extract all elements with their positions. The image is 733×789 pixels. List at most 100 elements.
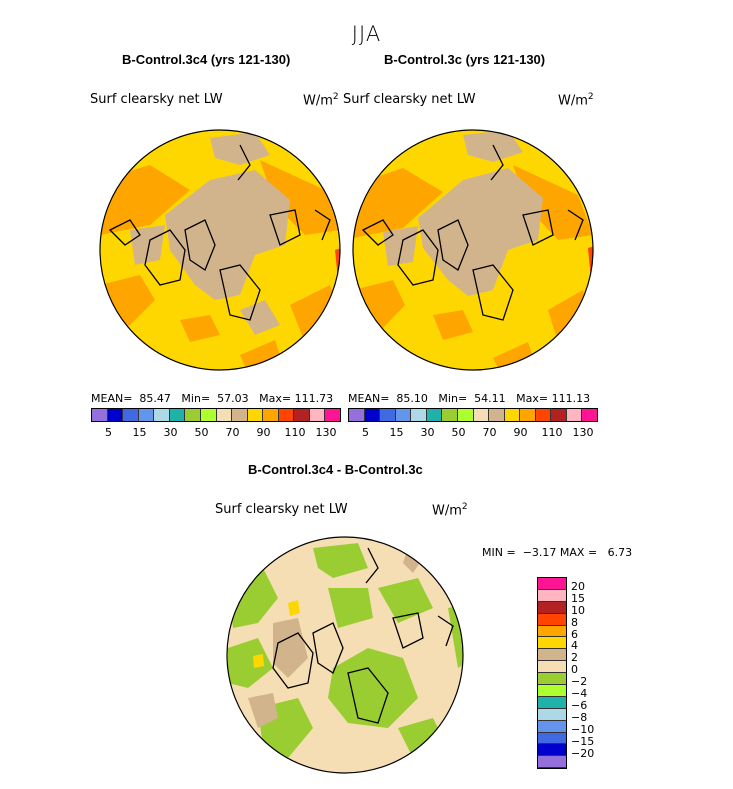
- diff-colorbar-tick-label: 2: [571, 651, 578, 665]
- diff-colorbar-tick-label: 6: [571, 627, 578, 641]
- diff-colorbar-labels: 20 15 10 8 6 4 2 0 −2 −4 −6 −8 −10 −15 −20: [571, 577, 611, 772]
- diff-colorbar-swatch: [538, 732, 566, 745]
- season-title: JJA: [351, 22, 382, 46]
- colorbar-swatch: [426, 409, 443, 421]
- diff-colorbar-tick-label: −10: [571, 722, 595, 736]
- polar-map-diff: [226, 536, 464, 774]
- panel1-title: B-Control.3c4 (yrs 121-130): [122, 52, 291, 67]
- colorbar-swatch: [582, 409, 597, 421]
- diff-colorbar-swatch: [538, 696, 566, 709]
- colorbar-swatch: [395, 409, 412, 421]
- colorbar-swatch: [504, 409, 521, 421]
- colorbar-tick-label: 5: [362, 426, 369, 439]
- polar-map-1: [99, 129, 341, 371]
- colorbar-2-labels: 5 15 30 50 70 90 110 130: [348, 426, 598, 440]
- diff-colorbar-swatch: [538, 649, 566, 662]
- diff-colorbar-swatch: [538, 613, 566, 626]
- colorbar-swatch: [442, 409, 458, 421]
- colorbar-swatch: [520, 409, 536, 421]
- diff-title: B-Control.3c4 - B-Control.3c: [248, 462, 423, 477]
- colorbar-swatch: [294, 409, 310, 421]
- diff-colorbar-tick-label: −6: [571, 698, 588, 712]
- colorbar-swatch: [325, 409, 340, 421]
- diff-colorbar-tick-label: −2: [571, 675, 588, 689]
- colorbar-2: [348, 408, 598, 422]
- colorbar-swatch: [185, 409, 201, 421]
- diff-colorbar-swatch: [538, 637, 566, 650]
- colorbar-swatch: [411, 409, 427, 421]
- colorbar-tick-label: 70: [482, 426, 497, 439]
- diff-colorbar-tick-label: 20: [571, 579, 585, 593]
- diff-units: W/m2: [432, 502, 468, 519]
- colorbar-swatch: [92, 409, 108, 421]
- colorbar-swatch: [551, 409, 567, 421]
- diff-colorbar-swatch: [538, 720, 566, 733]
- diff-colorbar-tick-label: −20: [571, 746, 595, 760]
- diff-colorbar-swatch: [538, 756, 566, 769]
- diff-colorbar-tick-label: 8: [571, 615, 578, 629]
- panel2-units: W/m2: [558, 92, 594, 109]
- polar-map-2: [352, 129, 594, 371]
- diff-colorbar-tick-label: 4: [571, 639, 578, 653]
- diff-colorbar-swatch: [538, 708, 566, 721]
- panel1-stats: MEAN= 85.47 Min= 57.03 Max= 111.73: [91, 392, 334, 405]
- diff-colorbar: [537, 577, 567, 770]
- colorbar-swatch: [138, 409, 155, 421]
- colorbar-swatch: [247, 409, 264, 421]
- colorbar-swatch: [473, 409, 490, 421]
- colorbar-swatch: [107, 409, 124, 421]
- colorbar-swatch: [169, 409, 186, 421]
- panel1-field: Surf clearsky net LW: [90, 92, 223, 107]
- colorbar-swatch: [457, 409, 474, 421]
- colorbar-swatch: [154, 409, 170, 421]
- colorbar-swatch: [535, 409, 552, 421]
- diff-colorbar-tick-label: −4: [571, 687, 588, 700]
- colorbar-tick-label: 130: [572, 426, 594, 439]
- colorbar-tick-label: 110: [284, 426, 306, 439]
- diff-colorbar-swatch: [538, 578, 566, 590]
- diff-colorbar-swatch: [538, 625, 566, 638]
- colorbar-tick-label: 15: [132, 426, 147, 439]
- colorbar-tick-label: 110: [541, 426, 563, 439]
- colorbar-swatch: [278, 409, 295, 421]
- colorbar-1-labels: 5 15 30 50 70 90 110 130: [91, 426, 341, 440]
- colorbar-swatch: [349, 409, 365, 421]
- diff-colorbar-swatch: [538, 685, 566, 697]
- colorbar-swatch: [309, 409, 326, 421]
- colorbar-swatch: [216, 409, 233, 421]
- panel2-field: Surf clearsky net LW: [343, 92, 476, 107]
- panel2-title: B-Control.3c (yrs 121-130): [384, 52, 546, 67]
- colorbar-tick-label: 90: [513, 426, 528, 439]
- colorbar-tick-label: 30: [163, 426, 178, 439]
- panel1-units: W/m2: [303, 92, 339, 109]
- colorbar-swatch: [380, 409, 396, 421]
- colorbar-tick-label: 30: [420, 426, 435, 439]
- colorbar-tick-label: 130: [315, 426, 337, 439]
- colorbar-tick-label: 50: [451, 426, 466, 439]
- colorbar-tick-label: 70: [225, 426, 240, 439]
- colorbar-swatch: [263, 409, 279, 421]
- panel2-stats: MEAN= 85.10 Min= 54.11 Max= 111.13: [348, 392, 591, 405]
- diff-colorbar-tick-label: −15: [571, 734, 595, 748]
- colorbar-tick-label: 90: [256, 426, 271, 439]
- diff-colorbar-swatch: [538, 744, 566, 757]
- diff-field: Surf clearsky net LW: [215, 502, 348, 517]
- diff-stats: MIN = −3.17 MAX = 6.73: [482, 546, 633, 559]
- diff-colorbar-tick-label: 10: [571, 603, 585, 617]
- diff-colorbar-swatch: [538, 601, 566, 614]
- colorbar-swatch: [200, 409, 217, 421]
- colorbar-swatch: [123, 409, 139, 421]
- colorbar-swatch: [364, 409, 381, 421]
- colorbar-tick-label: 15: [389, 426, 404, 439]
- colorbar-tick-label: 50: [194, 426, 209, 439]
- diff-colorbar-swatch: [538, 589, 566, 602]
- diff-colorbar-swatch: [538, 673, 566, 686]
- colorbar-swatch: [232, 409, 248, 421]
- diff-colorbar-tick-label: 0: [571, 663, 578, 677]
- colorbar-tick-label: 5: [105, 426, 112, 439]
- colorbar-swatch: [489, 409, 505, 421]
- colorbar-swatch: [566, 409, 583, 421]
- diff-colorbar-tick-label: −8: [571, 710, 588, 724]
- colorbar-1: [91, 408, 341, 422]
- diff-colorbar-tick-label: 15: [571, 591, 585, 605]
